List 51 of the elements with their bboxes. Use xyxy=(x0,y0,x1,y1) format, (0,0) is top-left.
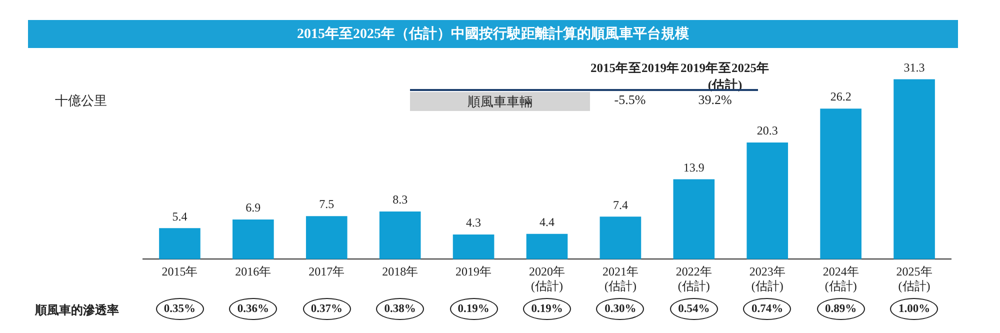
x-tick-label: 2025年 (估計) xyxy=(896,264,932,293)
bar xyxy=(600,216,642,260)
bar xyxy=(306,216,348,260)
bar xyxy=(452,234,494,260)
bar xyxy=(379,211,421,260)
x-tick-label: 2016年 xyxy=(235,264,272,279)
text: 順風車的滲透率 xyxy=(35,302,119,319)
text: 0.35% xyxy=(156,298,204,320)
text: 0.30% xyxy=(596,298,644,320)
annotation: -5.5% xyxy=(613,92,647,109)
text: 0.19% xyxy=(450,298,498,320)
text: 0.37% xyxy=(302,298,351,320)
x-tick-label: 2015年 xyxy=(162,264,198,279)
bar xyxy=(526,234,568,260)
x-tick-label: 2019年 xyxy=(456,264,492,279)
x-tick-label: 2018年 xyxy=(382,264,418,279)
annotation: 順風車車輛 xyxy=(468,92,532,110)
bar xyxy=(746,142,788,260)
bar xyxy=(894,79,935,260)
text: 0.38% xyxy=(376,298,424,320)
data-label: 20.3 xyxy=(756,124,778,138)
chart-title: 2015年至2025年（估計）中國按行駛距離計算的順風車平台規模 xyxy=(297,25,689,43)
y-axis-title: 十億公里 xyxy=(55,92,107,110)
data-label: 7.5 xyxy=(319,197,334,212)
bar xyxy=(232,220,274,260)
bar xyxy=(673,179,715,260)
x-tick-label: 2023年 (估計) xyxy=(749,264,786,293)
data-label: 26.2 xyxy=(830,90,852,104)
text: 0.19% xyxy=(523,298,571,320)
data-label: 31.3 xyxy=(904,60,925,74)
text: 1.00% xyxy=(890,298,938,320)
data-label: 8.3 xyxy=(392,192,408,207)
data-label: 7.4 xyxy=(612,198,628,212)
data-label: 13.9 xyxy=(683,160,704,174)
text: 0.74% xyxy=(743,298,792,320)
x-tick-label: 2020年 (估計) xyxy=(529,264,565,293)
text: 0.89% xyxy=(816,298,865,320)
data-label: 4.4 xyxy=(540,215,554,230)
text: 2015年至2019年 xyxy=(590,60,680,77)
data-label: 6.9 xyxy=(246,200,261,215)
x-tick-label: 2021年 (估計) xyxy=(602,264,638,293)
annotation: 39.2% xyxy=(697,92,733,109)
text: 0.54% xyxy=(670,298,718,320)
x-tick-label: 2022年 (估計) xyxy=(676,264,712,293)
data-label: 4.3 xyxy=(466,216,482,230)
x-tick-label: 2017年 xyxy=(308,264,345,279)
bar xyxy=(159,228,200,260)
x-tick-label: 2024年 (估計) xyxy=(822,264,859,293)
bar xyxy=(820,108,862,260)
data-label: 5.4 xyxy=(172,209,188,224)
text: 0.36% xyxy=(229,298,278,320)
